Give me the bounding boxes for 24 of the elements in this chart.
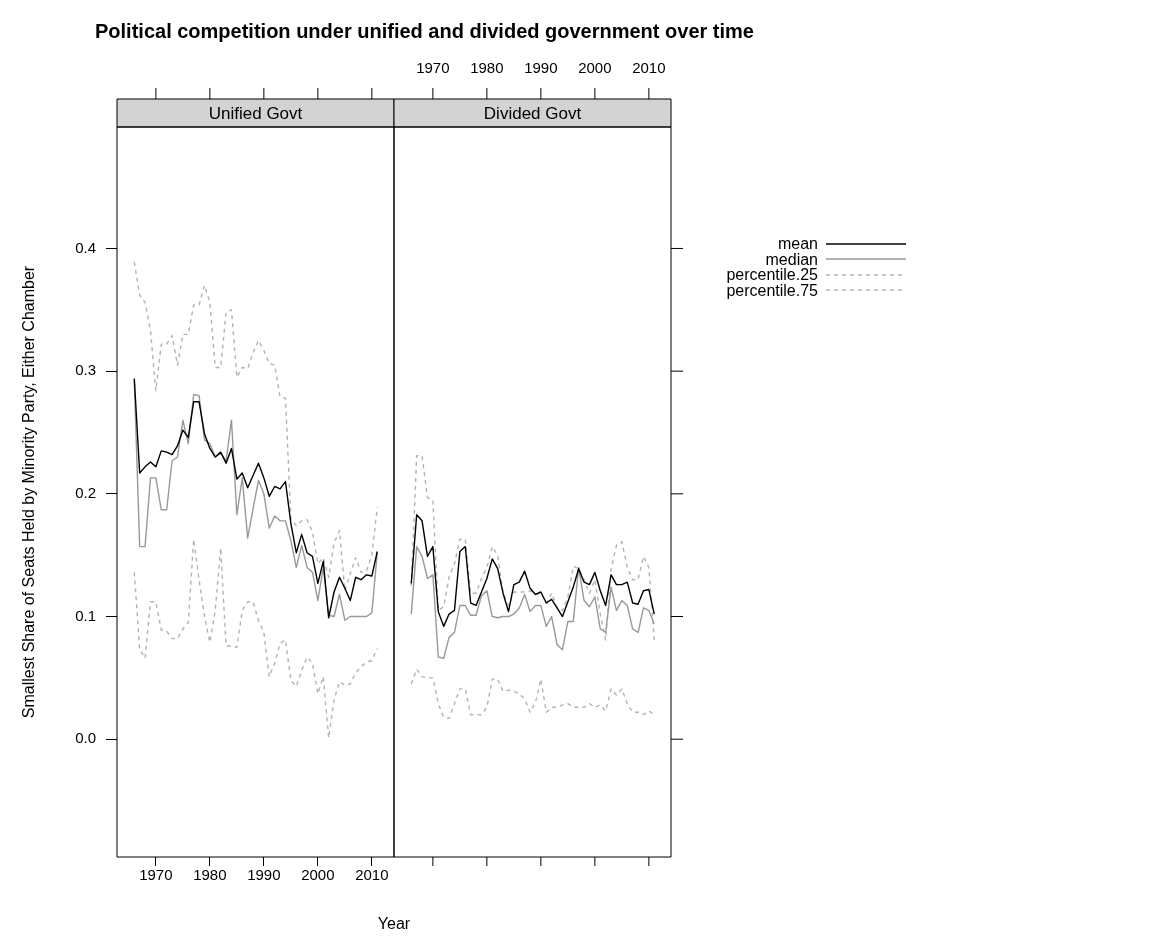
line-series: [133, 538, 378, 739]
x-tick-label: 2000: [301, 866, 335, 884]
y-tick-label: 0.2: [75, 483, 96, 501]
chart-subtitle: Divided Govt: [483, 103, 582, 123]
x-tick-label: 1990: [247, 866, 281, 884]
legend-label: median: [764, 250, 818, 268]
y-tick-label: 0.3: [75, 361, 96, 379]
x-axis-title: Year: [377, 915, 411, 933]
x-tick-label: 1990: [524, 59, 558, 77]
y-tick-label: 0.1: [75, 606, 96, 624]
x-tick-label: 1980: [470, 59, 504, 77]
y-tick-label: 0.4: [75, 238, 96, 256]
x-tick-label: 2010: [632, 59, 666, 77]
legend-label: mean: [776, 235, 818, 252]
x-tick-label: 1970: [416, 59, 450, 77]
y-tick-label: 0.0: [75, 729, 96, 747]
x-tick-label: 2010: [355, 866, 389, 884]
x-tick-label: 1980: [193, 866, 227, 884]
chart-subtitle: Unified Govt: [208, 103, 303, 123]
chart-title: Political competition under unified and divided government over time: [95, 20, 754, 43]
x-tick-label: 2000: [578, 59, 612, 77]
y-axis-title: Smallest Share of Seats Held by Minority Party, Either Chamber: [20, 265, 38, 719]
legend-label: percentile.25: [725, 266, 818, 283]
x-tick-label: 1970: [139, 866, 173, 884]
